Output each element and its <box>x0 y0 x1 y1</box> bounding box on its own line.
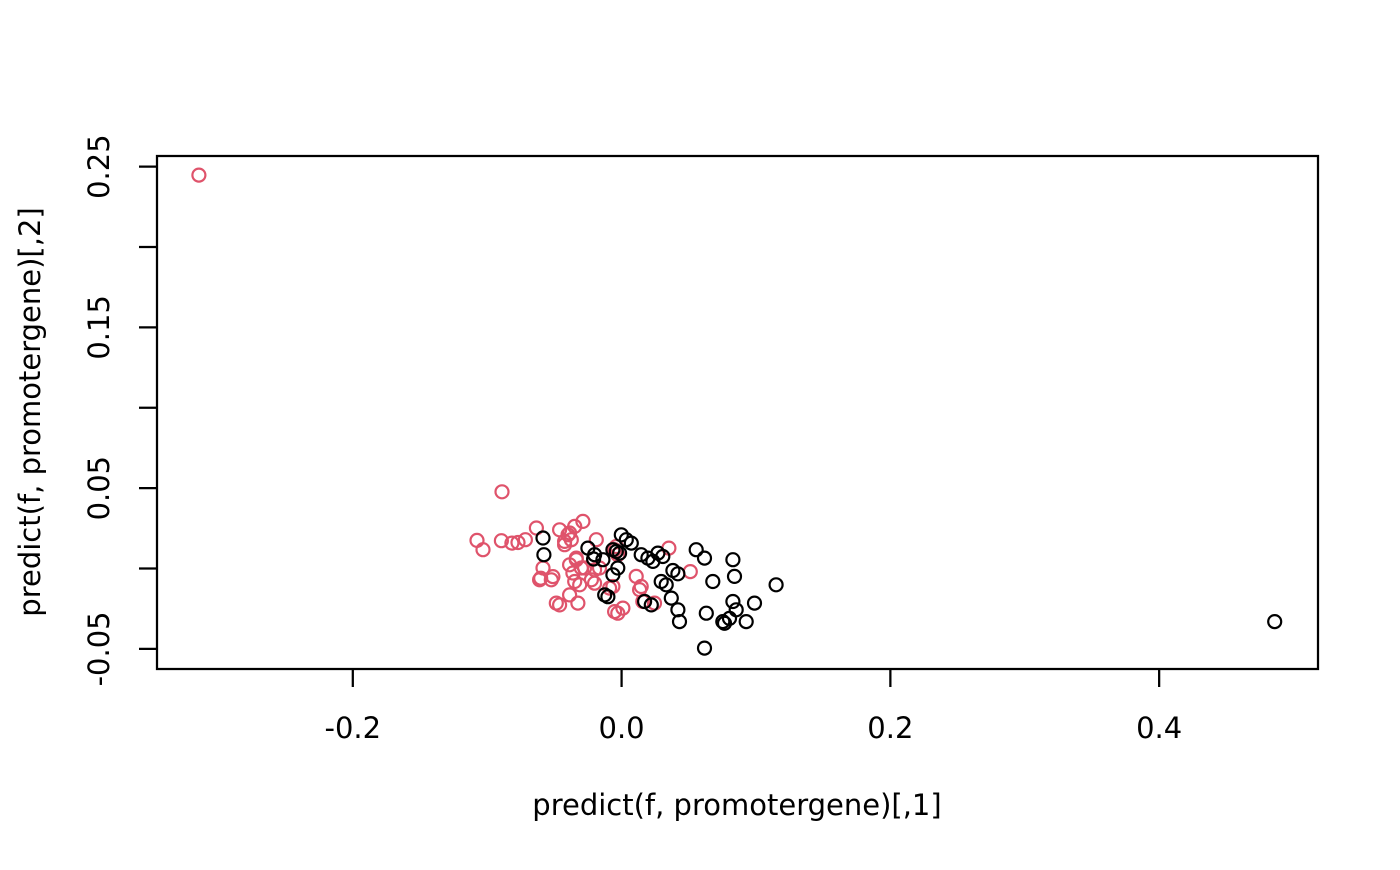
y-tick-label: 0.25 <box>82 134 116 199</box>
data-point <box>725 593 741 610</box>
data-point <box>728 602 744 618</box>
data-point <box>658 577 674 593</box>
x-axis: -0.2 0.0 0.2 0.4 predict(f, promotergene)[,… <box>325 669 1182 822</box>
data-point <box>510 534 526 551</box>
data-point <box>570 595 586 611</box>
data-point <box>716 615 733 631</box>
x-axis-title: predict(f, promotergene)[,1] <box>532 788 941 822</box>
data-point <box>543 572 559 588</box>
y-tick-label: -0.05 <box>82 611 116 686</box>
data-point <box>548 595 564 611</box>
x-tick-label: 0.4 <box>1136 711 1182 745</box>
data-point <box>663 590 679 606</box>
data-point <box>698 605 714 621</box>
data-point <box>623 535 639 551</box>
x-axis-ticks: -0.2 0.0 0.2 0.4 <box>325 669 1182 745</box>
data-point <box>705 573 721 590</box>
data-point <box>610 605 626 621</box>
data-point <box>556 533 573 550</box>
data-point <box>725 552 741 568</box>
data-point <box>588 532 604 548</box>
data-point <box>565 565 581 581</box>
y-tick-label: 0.15 <box>82 295 116 360</box>
data-point <box>615 600 631 616</box>
y-axis: -0.05 0.05 0.15 0.25 predict(f, promotergen… <box>13 134 157 686</box>
data-point <box>611 545 628 561</box>
data-point <box>575 513 591 530</box>
data-point <box>583 572 600 588</box>
data-point <box>561 587 578 603</box>
data-point <box>586 575 603 591</box>
x-tick-label: -0.2 <box>325 711 382 745</box>
x-tick-label: 0.2 <box>867 711 913 745</box>
data-points-layer <box>191 167 1283 656</box>
data-point <box>600 589 616 605</box>
data-point <box>531 572 548 588</box>
data-point <box>536 547 552 563</box>
series-class-red <box>191 167 698 621</box>
x-tick-label: 0.0 <box>599 711 645 745</box>
data-point <box>517 532 534 548</box>
y-axis-ticks: -0.05 0.05 0.15 0.25 <box>82 134 157 686</box>
data-point <box>738 613 754 630</box>
data-point <box>585 551 602 567</box>
data-point <box>726 568 743 585</box>
data-point <box>595 552 611 568</box>
data-point <box>682 563 698 580</box>
data-point <box>746 595 763 611</box>
y-tick-label: 0.05 <box>82 456 116 521</box>
data-point <box>573 560 589 576</box>
data-point <box>504 535 520 551</box>
plot-area-border <box>155 154 1320 671</box>
data-point <box>475 542 491 558</box>
data-point <box>671 613 688 630</box>
data-point <box>670 566 686 582</box>
data-point <box>494 484 510 500</box>
data-point <box>469 532 485 549</box>
data-point <box>768 577 784 593</box>
data-point <box>655 548 671 565</box>
data-point <box>1267 613 1283 630</box>
data-point <box>535 530 551 546</box>
data-point <box>715 613 731 630</box>
data-point <box>613 527 629 543</box>
data-point <box>643 597 659 613</box>
data-point <box>493 533 509 549</box>
data-point <box>605 567 621 583</box>
data-point <box>696 550 713 566</box>
data-point <box>568 552 584 568</box>
series-class-black <box>535 527 1283 656</box>
data-point <box>688 542 704 558</box>
data-point <box>563 532 579 548</box>
y-axis-title: predict(f, promotergene)[,2] <box>13 207 47 616</box>
data-point <box>191 167 207 183</box>
data-point <box>696 640 713 656</box>
